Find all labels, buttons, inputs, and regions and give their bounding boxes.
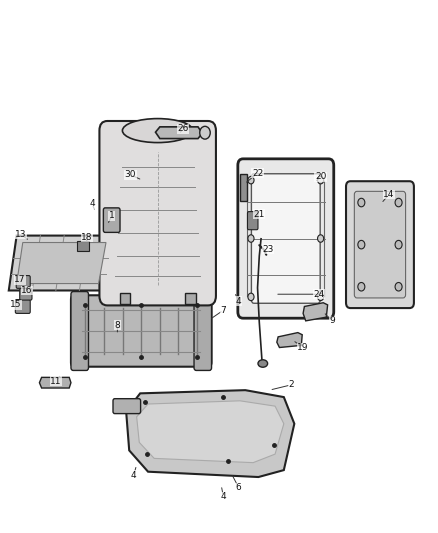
FancyBboxPatch shape (113, 399, 141, 414)
Text: 6: 6 (236, 483, 242, 492)
Circle shape (395, 198, 402, 207)
Circle shape (248, 293, 254, 301)
FancyBboxPatch shape (247, 212, 258, 230)
Circle shape (248, 176, 254, 184)
Text: 14: 14 (383, 190, 395, 199)
Bar (185, 293, 196, 304)
Text: 4: 4 (221, 492, 226, 501)
FancyBboxPatch shape (20, 288, 32, 300)
FancyBboxPatch shape (194, 292, 212, 370)
Text: 9: 9 (329, 317, 335, 325)
Circle shape (358, 240, 365, 249)
Circle shape (395, 240, 402, 249)
Text: 19: 19 (297, 343, 309, 352)
Bar (240, 174, 247, 201)
FancyBboxPatch shape (238, 159, 334, 318)
Text: 4: 4 (131, 471, 136, 480)
Polygon shape (39, 377, 71, 388)
Text: 4: 4 (236, 297, 241, 305)
Text: 13: 13 (15, 230, 27, 239)
Text: 11: 11 (50, 377, 62, 385)
Text: 24: 24 (313, 290, 325, 298)
Circle shape (358, 198, 365, 207)
Polygon shape (277, 333, 302, 348)
FancyBboxPatch shape (251, 174, 320, 303)
FancyBboxPatch shape (346, 181, 414, 308)
FancyBboxPatch shape (354, 191, 406, 298)
Circle shape (358, 282, 365, 291)
Circle shape (318, 176, 324, 184)
Polygon shape (155, 127, 202, 139)
Text: 7: 7 (220, 306, 226, 314)
FancyBboxPatch shape (71, 292, 88, 370)
Polygon shape (137, 401, 284, 463)
Ellipse shape (258, 360, 268, 367)
Text: 20: 20 (315, 173, 326, 181)
Text: 22: 22 (252, 169, 263, 177)
Text: 15: 15 (10, 301, 21, 309)
Text: 2: 2 (289, 381, 294, 389)
FancyBboxPatch shape (16, 276, 30, 288)
Text: 1: 1 (109, 212, 115, 220)
Text: 26: 26 (177, 125, 189, 133)
Circle shape (318, 293, 324, 301)
Text: 21: 21 (254, 210, 265, 219)
Polygon shape (17, 243, 106, 284)
Text: 8: 8 (114, 321, 120, 329)
Circle shape (395, 282, 402, 291)
Text: 30: 30 (125, 171, 136, 179)
FancyBboxPatch shape (15, 300, 30, 313)
Text: 4: 4 (89, 199, 95, 208)
Text: 23: 23 (262, 245, 274, 254)
FancyBboxPatch shape (103, 208, 120, 232)
Text: 17: 17 (14, 276, 25, 284)
Polygon shape (9, 236, 112, 290)
Polygon shape (303, 303, 328, 321)
Polygon shape (126, 390, 294, 477)
Bar (120, 293, 130, 304)
Circle shape (200, 126, 210, 139)
FancyBboxPatch shape (99, 121, 216, 305)
FancyBboxPatch shape (71, 295, 212, 367)
Ellipse shape (122, 118, 193, 142)
Text: 16: 16 (21, 286, 33, 295)
Circle shape (248, 235, 254, 242)
Bar (77, 241, 89, 251)
Text: 18: 18 (81, 233, 92, 241)
Circle shape (318, 235, 324, 242)
